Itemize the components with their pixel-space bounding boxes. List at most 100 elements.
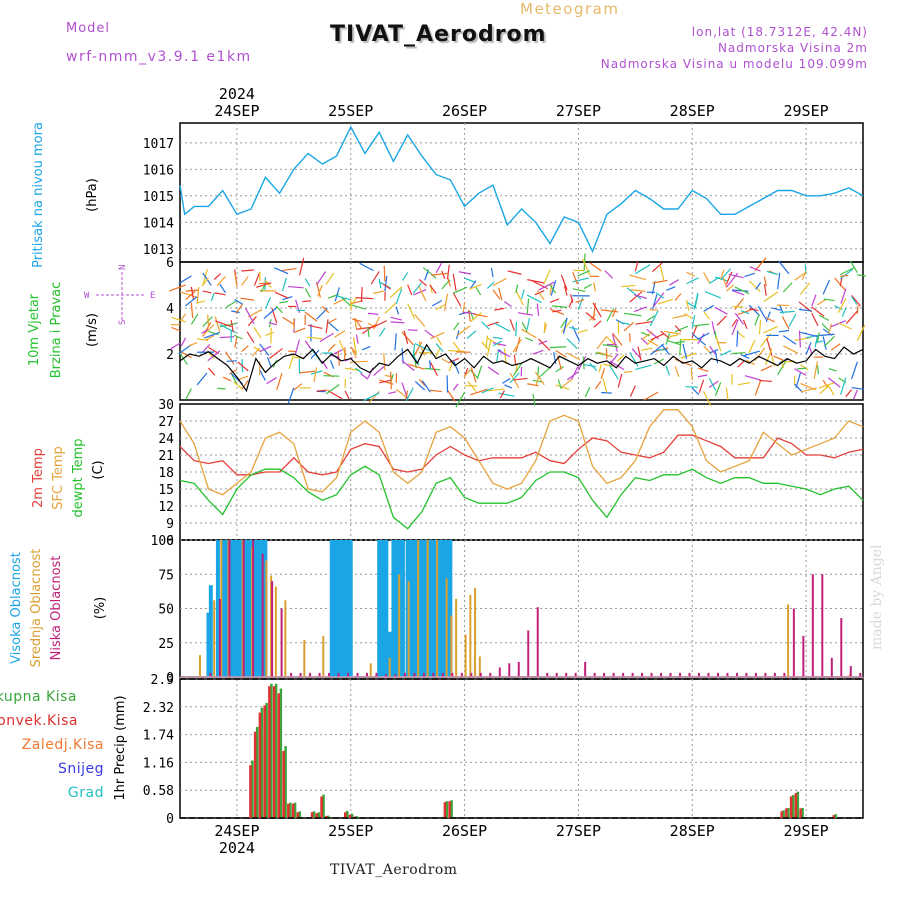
wind-arrow [584, 364, 597, 368]
wind-arrow [714, 349, 719, 364]
wind-arrow [703, 311, 711, 320]
cloud-bar-0 [391, 540, 396, 677]
wind-arrow [469, 310, 475, 320]
precip-bar-1 [344, 812, 347, 818]
wind-arrow [288, 285, 304, 289]
wind-arrow [734, 297, 744, 311]
xbottom-label-4: 28SEP [670, 822, 715, 840]
wind-arrow [395, 288, 403, 305]
wind-arrow [487, 366, 500, 375]
wind-arrow [201, 277, 209, 287]
wind-arrow [296, 309, 306, 312]
cloud-bar-0 [379, 540, 384, 677]
cloud-bar-1 [198, 655, 201, 677]
wind-arrow [190, 286, 195, 300]
wind-arrow [190, 313, 199, 325]
wind-arrow [725, 271, 733, 285]
cloud-bar-2 [688, 672, 691, 677]
wind-arrow [538, 281, 555, 291]
wind-arrow [552, 309, 562, 313]
wind-arrow [538, 367, 551, 379]
wind-arrow [488, 388, 505, 392]
wind-arrow [650, 333, 665, 341]
wind-arrow [168, 284, 186, 292]
wind-arrow [344, 390, 350, 400]
cloud-bar-2 [384, 674, 387, 677]
ytick-wind-0: 2 [166, 348, 174, 363]
wind-arrow [359, 262, 374, 272]
cloud-bar-2 [209, 672, 212, 677]
wind-arrow [732, 352, 746, 355]
wind-arrow [492, 277, 507, 287]
compass-n: N [118, 265, 128, 270]
wind-arrow [279, 300, 289, 304]
wind-arrow [641, 331, 653, 341]
cloud-bar-1 [464, 634, 467, 677]
wind-arrow [737, 382, 751, 386]
wind-arrow [698, 379, 705, 393]
wind-arrow [222, 376, 232, 382]
wind-arrow [766, 338, 773, 356]
wind-arrow [452, 286, 468, 294]
wind-arrow [578, 329, 588, 334]
wind-arrow [520, 289, 525, 300]
wind-arrow [487, 337, 500, 347]
wind-ylabel-a: 10m Vjetar [27, 293, 42, 366]
wind-arrow [716, 315, 727, 326]
cloud-bar-2 [840, 618, 843, 677]
wind-arrow [435, 343, 444, 352]
cloud-bar-1 [265, 560, 268, 677]
wind-arrow [851, 386, 864, 390]
wind-arrow [800, 364, 809, 371]
wind-arrow [731, 319, 739, 336]
wind-arrow [612, 332, 623, 346]
wind-arrow [779, 310, 795, 314]
wind-arrow [800, 331, 818, 338]
wind-arrow [582, 258, 591, 276]
wind-arrow [302, 300, 311, 303]
cloud-bar-1 [213, 600, 216, 677]
wind-arrow [517, 312, 533, 316]
wind-arrow [355, 367, 363, 374]
wind-arrow [370, 271, 380, 285]
cloud-bar-2 [641, 672, 644, 677]
precip-bar-1 [249, 765, 252, 818]
wind-arrow [555, 366, 564, 373]
wind-arrow [834, 277, 846, 291]
cloud-bar-1 [787, 604, 790, 677]
wind-arrow [840, 288, 847, 304]
wind-arrow [203, 331, 221, 339]
wind-arrow [464, 277, 476, 283]
ytick-cloud-4: 100 [151, 534, 174, 549]
wind-arrow [367, 312, 379, 315]
wind-arrow [672, 314, 687, 319]
wind-arrow [572, 288, 586, 293]
precip-bar-0 [355, 816, 358, 818]
wind-arrow [709, 345, 716, 355]
wind-arrow [819, 333, 835, 337]
wind-arrow [616, 354, 625, 362]
precip-bar-0 [279, 688, 283, 818]
wind-arrow [726, 284, 735, 292]
xtop-label-5: 29SEP [784, 102, 829, 120]
wind-arrow [674, 365, 680, 377]
xbottom-label-5: 29SEP [784, 822, 829, 840]
wind-arrow [596, 335, 608, 350]
cloud-bar-2 [365, 672, 368, 677]
wind-arrow [694, 293, 699, 309]
wind-arrow [852, 389, 858, 400]
cloud-bar-2 [460, 672, 463, 677]
wind-arrow [418, 278, 428, 287]
precip-bar-1 [291, 803, 295, 818]
wind-arrow [566, 352, 581, 361]
cloud-bar-2 [650, 672, 653, 677]
wind-arrow [288, 353, 295, 370]
wind-arrow [609, 353, 619, 365]
cloud-bar-2 [261, 553, 264, 677]
cloud-bar-1 [436, 540, 439, 677]
cloud-bar-2 [299, 672, 302, 677]
cloud-bar-0 [429, 540, 434, 677]
wind-arrow [604, 270, 613, 279]
wind-arrow [840, 274, 849, 277]
temp-ylabel-dew: dewpt Temp [71, 438, 86, 517]
